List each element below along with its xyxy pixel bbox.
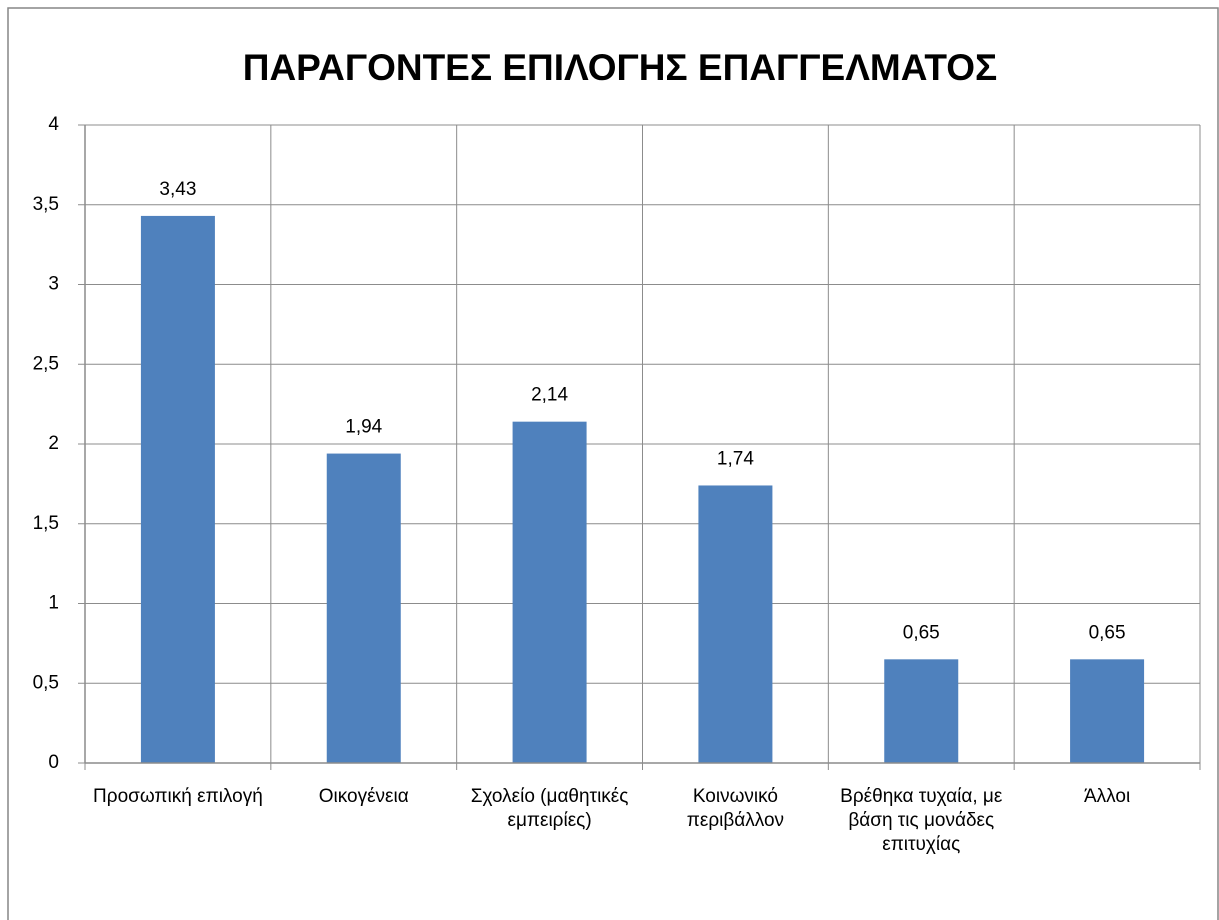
x-tick-label: Κοινωνικό περιβάλλον	[686, 786, 785, 831]
x-tick-label: Προσωπική επιλογή	[93, 786, 263, 807]
x-tick-label: Σχολείο (μαθητικές εμπειρίες)	[470, 786, 629, 831]
value-label: 3,43	[159, 179, 196, 200]
x-tick-label: Οικογένεια	[318, 786, 409, 807]
bar	[512, 421, 587, 763]
y-tick-label: 3	[48, 274, 59, 295]
bar	[698, 485, 773, 763]
value-label: 1,74	[717, 448, 754, 469]
bar	[884, 659, 959, 763]
y-tick-label: 2,5	[33, 353, 59, 374]
y-tick-label: 1,5	[33, 513, 59, 534]
y-tick-label: 3,5	[33, 194, 59, 215]
bar	[1070, 659, 1145, 763]
x-tick-label: Βρέθηκα τυχαία, με βάση τις μονάδες επιτ…	[840, 786, 1003, 855]
chart-title: ΠΑΡΑΓΟΝΤΕΣ ΕΠΙΛΟΓΗΣ ΕΠΑΓΓΕΛΜΑΤΟΣ	[243, 47, 998, 88]
value-label: 2,14	[531, 385, 568, 406]
bar	[140, 215, 215, 764]
y-tick-label: 0	[48, 752, 59, 773]
value-label: 0,65	[1089, 622, 1126, 643]
x-tick-label: Άλλοι	[1083, 786, 1131, 807]
y-tick-label: 4	[48, 114, 59, 135]
y-tick-label: 0,5	[33, 672, 59, 693]
value-label: 1,94	[345, 417, 382, 438]
value-label: 0,65	[903, 622, 940, 643]
bar	[326, 453, 401, 763]
y-tick-label: 1	[48, 593, 59, 614]
y-tick-label: 2	[48, 433, 59, 454]
